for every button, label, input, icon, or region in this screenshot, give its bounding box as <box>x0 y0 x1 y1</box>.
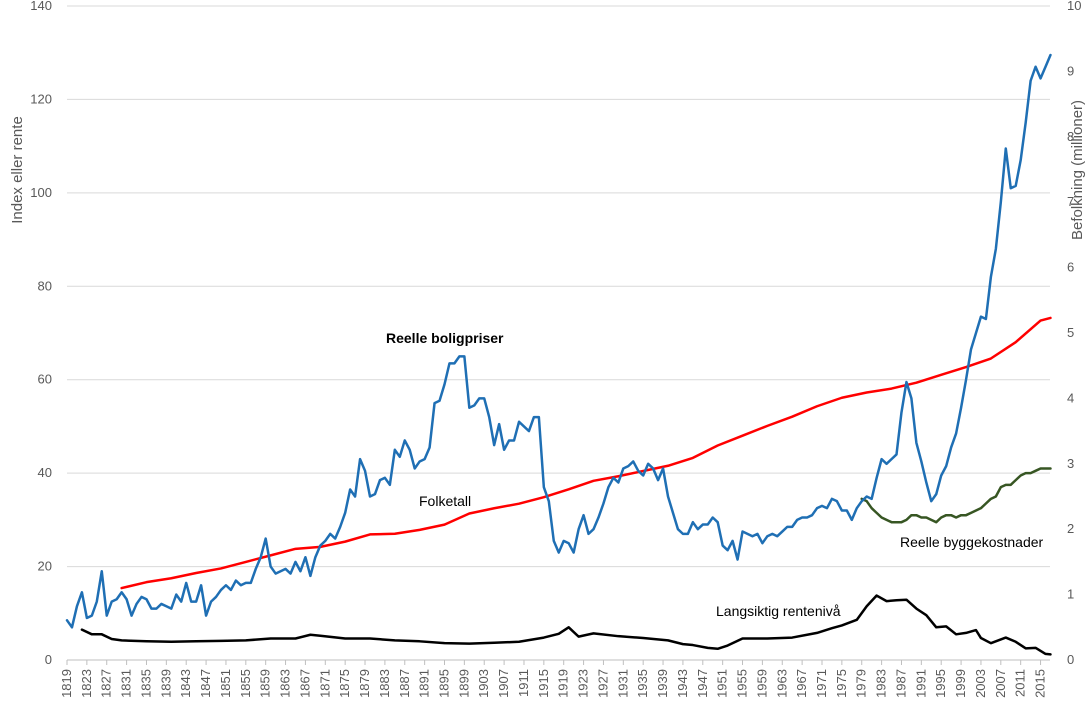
y-left-tick-label: 140 <box>30 0 52 13</box>
x-tick-label: 2003 <box>973 669 988 698</box>
x-tick-label: 1943 <box>675 669 690 698</box>
y-left-tick-label: 20 <box>38 559 52 574</box>
y-right-tick-label: 7 <box>1067 194 1074 209</box>
x-tick-label: 1827 <box>99 669 114 698</box>
y-left-tick-label: 40 <box>38 465 52 480</box>
x-tick-label: 1887 <box>397 669 412 698</box>
series-line-reelle-boligpriser <box>65 53 1052 629</box>
annotation-boligpriser: Reelle boligpriser <box>386 330 504 346</box>
y-right-tick-label: 8 <box>1067 129 1074 144</box>
annotation-rente: Langsiktig rentenivå <box>716 603 841 619</box>
x-tick-label: 1995 <box>933 669 948 698</box>
x-tick-label: 1963 <box>774 669 789 698</box>
x-tick-label: 1935 <box>635 669 650 698</box>
x-tick-label: 1931 <box>615 669 630 698</box>
x-tick-label: 1843 <box>178 669 193 698</box>
x-tick-label: 1975 <box>834 669 849 698</box>
x-tick-label: 1911 <box>516 669 531 697</box>
y-right-tick-label: 3 <box>1067 456 1074 471</box>
y-right-tick-label: 0 <box>1067 652 1074 667</box>
y-left-tick-label: 0 <box>45 652 52 667</box>
x-tick-label: 1863 <box>278 669 293 698</box>
y-right-tick-label: 2 <box>1067 521 1074 536</box>
x-tick-label: 1851 <box>218 669 233 698</box>
x-tick-label: 1999 <box>953 669 968 698</box>
x-tick-label: 1835 <box>138 669 153 698</box>
x-tick-label: 1983 <box>874 669 889 698</box>
y-left-tick-label: 80 <box>38 278 52 293</box>
x-tick-label: 2011 <box>1013 669 1028 697</box>
y-axis-left-title: Index eller rente <box>9 116 26 224</box>
x-tick-label: 1915 <box>536 669 551 698</box>
x-axis: 1819 1823 1827 1831 1835 1839 1843 1847 1851 1855… <box>59 660 1048 698</box>
x-tick-label: 1839 <box>158 669 173 698</box>
x-tick-label: 1907 <box>496 669 511 698</box>
x-tick-label: 1879 <box>357 669 372 698</box>
x-tick-label: 1847 <box>198 669 213 698</box>
x-tick-label: 2015 <box>1033 669 1048 698</box>
x-tick-label: 1971 <box>814 669 829 698</box>
x-tick-label: 1855 <box>238 669 253 698</box>
x-tick-label: 1939 <box>655 669 670 698</box>
x-tick-label: 1919 <box>556 669 571 698</box>
y-right-tick-label: 5 <box>1067 325 1074 340</box>
series-line-reelle-byggekostnader <box>860 467 1052 524</box>
x-tick-label: 1979 <box>854 669 869 698</box>
x-tick-label: 1991 <box>913 669 928 698</box>
x-tick-label: 1883 <box>377 669 392 698</box>
series-line-langsiktig-rentenivå <box>80 594 1052 656</box>
y-axis-right-title: Befolkning (millioner) <box>1069 100 1086 240</box>
y-axis-left: 0 20 40 60 80 100 120 140 <box>30 0 52 667</box>
annotation-folketall: Folketall <box>419 493 471 509</box>
y-right-tick-label: 1 <box>1067 587 1074 602</box>
y-right-tick-label: 6 <box>1067 260 1074 275</box>
y-right-tick-label: 9 <box>1067 63 1074 78</box>
x-tick-label: 1923 <box>576 669 591 698</box>
x-tick-label: 1987 <box>893 669 908 698</box>
x-tick-label: 1899 <box>456 669 471 698</box>
y-left-tick-label: 120 <box>30 91 52 106</box>
x-tick-label: 1831 <box>119 669 134 698</box>
x-tick-label: 1951 <box>715 669 730 698</box>
x-tick-label: 1875 <box>337 669 352 698</box>
x-tick-label: 1947 <box>695 669 710 698</box>
y-axis-right: 0 1 2 3 4 5 6 7 8 9 10 <box>1067 0 1081 667</box>
x-tick-label: 1867 <box>297 669 312 698</box>
x-tick-label: 1859 <box>258 669 273 698</box>
x-tick-label: 1871 <box>317 669 332 698</box>
x-tick-label: 1903 <box>476 669 491 698</box>
x-tick-label: 1927 <box>595 669 610 698</box>
y-right-tick-label: 4 <box>1067 390 1074 405</box>
x-tick-label: 1967 <box>794 669 809 698</box>
x-tick-label: 1955 <box>735 669 750 698</box>
y-left-tick-label: 60 <box>38 372 52 387</box>
y-right-tick-label: 10 <box>1067 0 1081 13</box>
annotation-byggekostnader: Reelle byggekostnader <box>900 534 1044 550</box>
x-tick-label: 2007 <box>993 669 1008 698</box>
x-tick-label: 1895 <box>436 669 451 698</box>
x-tick-label: 1891 <box>417 669 432 698</box>
x-tick-label: 1819 <box>59 669 74 698</box>
series-layer <box>65 53 1052 656</box>
x-tick-label: 1823 <box>79 669 94 698</box>
gridlines <box>67 5 1050 661</box>
x-tick-label: 1959 <box>754 669 769 698</box>
y-left-tick-label: 100 <box>30 185 52 200</box>
